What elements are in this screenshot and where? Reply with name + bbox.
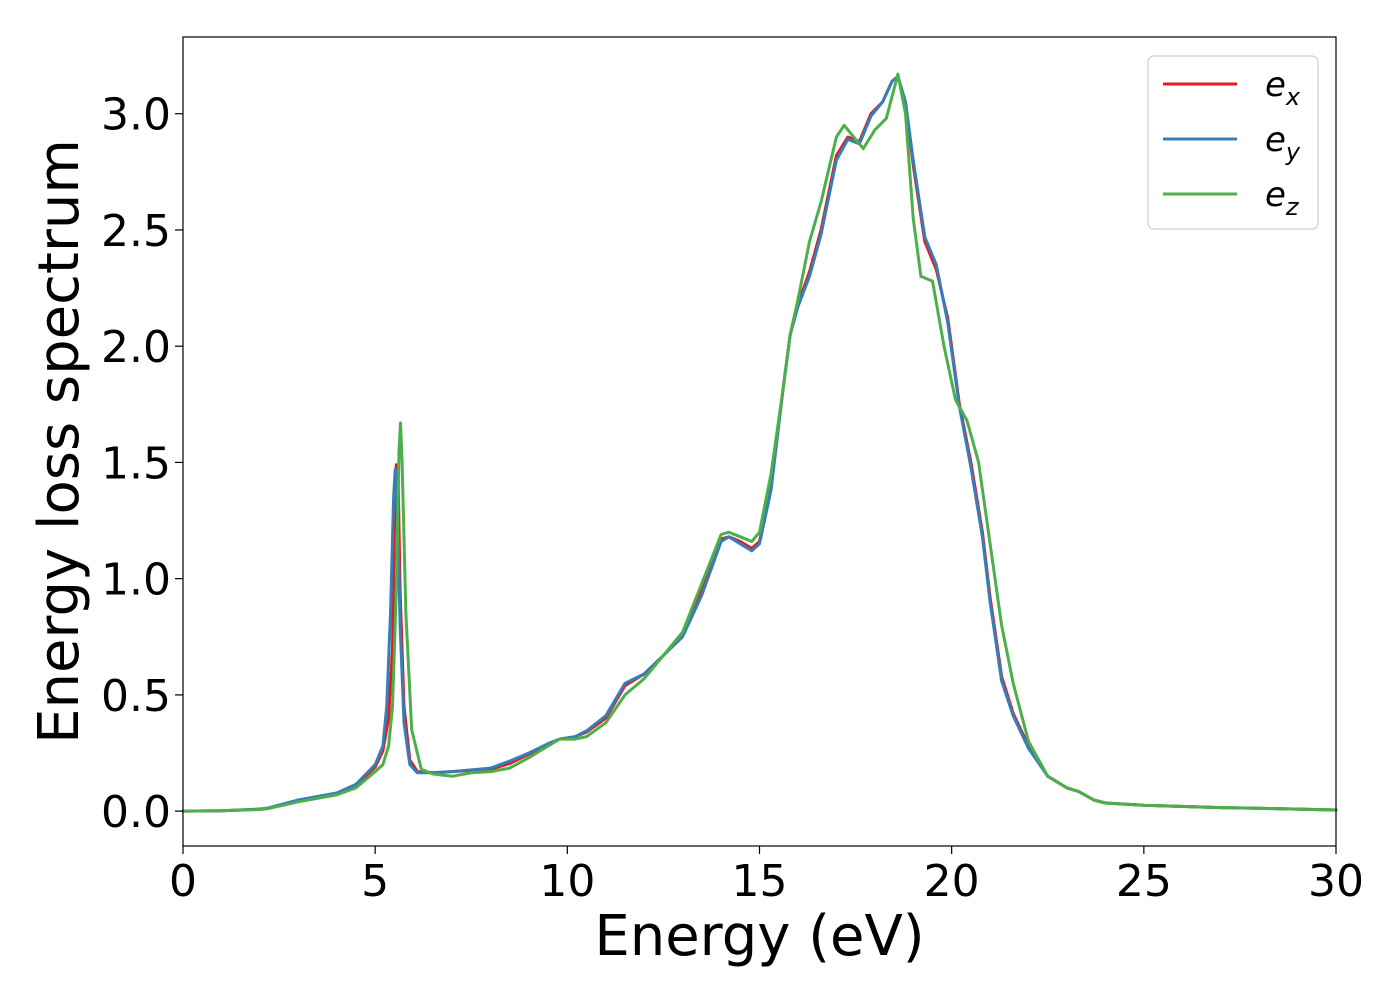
y-tick-label: 2.0 (101, 322, 171, 373)
x-tick-label: 10 (539, 856, 595, 907)
legend-label-subscript: x (1285, 83, 1301, 111)
x-tick-label: 0 (169, 856, 197, 907)
x-tick-label: 20 (924, 856, 980, 907)
y-axis: 0.0 0.5 1.0 1.5 2.0 2.5 3.0 (101, 90, 183, 838)
x-tick-label: 30 (1308, 856, 1364, 907)
series-line-z (181, 72, 1338, 813)
y-tick-label: 0.5 (101, 671, 171, 722)
legend-label-y: ey (1265, 120, 1301, 166)
y-tick-label: 3.0 (101, 90, 171, 141)
x-axis: 0 5 10 15 20 25 30 (169, 846, 1364, 907)
y-tick-label: 2.5 (101, 206, 171, 257)
legend-label-x: ex (1265, 65, 1301, 111)
y-tick-label: 0.0 (101, 787, 171, 838)
legend-label-base: e (1265, 65, 1286, 105)
series-lines (181, 72, 1338, 813)
legend-label-subscript: y (1285, 138, 1301, 166)
x-tick-label: 5 (361, 856, 389, 907)
x-tick-label: 15 (732, 856, 788, 907)
series-line-y (181, 75, 1338, 813)
legend-label-subscript: z (1285, 193, 1300, 221)
legend-label-z: ez (1265, 175, 1300, 221)
x-axis-label: Energy (eV) (594, 904, 924, 969)
x-tick-label: 25 (1116, 856, 1172, 907)
legend-label-base: e (1265, 120, 1286, 160)
y-tick-label: 1.5 (101, 438, 171, 489)
y-axis-label: Energy loss spectrum (27, 139, 92, 744)
y-tick-label: 1.0 (101, 555, 171, 606)
legend-box (1147, 55, 1319, 230)
legend-label-base: e (1265, 175, 1286, 215)
